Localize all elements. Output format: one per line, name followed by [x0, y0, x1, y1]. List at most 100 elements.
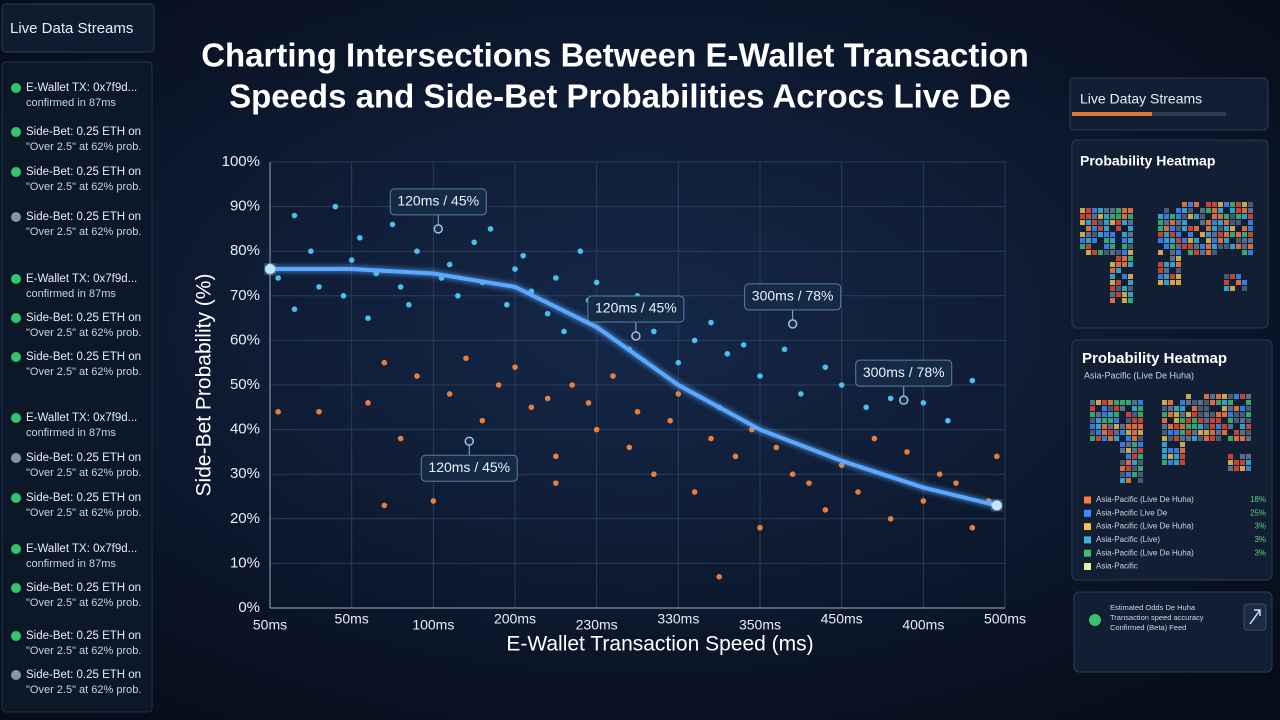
progress	[1072, 112, 1152, 116]
map-cell	[1126, 448, 1131, 453]
map-cell	[1176, 274, 1181, 279]
map-cell	[1164, 274, 1169, 279]
map-cell	[1242, 244, 1247, 249]
map-cell	[1110, 274, 1115, 279]
data-point	[610, 373, 616, 379]
data-point	[920, 400, 927, 406]
map-cell	[1162, 460, 1167, 465]
map-cell	[1236, 280, 1241, 285]
data-point	[495, 382, 502, 388]
map-cell	[1110, 292, 1115, 297]
data-point	[348, 257, 355, 263]
map-cell	[1128, 292, 1133, 297]
map-cell	[1230, 202, 1235, 207]
x-tick-label: 200ms	[494, 611, 536, 627]
map-cell	[1138, 424, 1143, 429]
stream-line: confirmed in 87ms	[26, 97, 116, 109]
map-cell	[1206, 232, 1211, 237]
y-tick-label: 60%	[230, 331, 260, 348]
data-point	[838, 382, 845, 388]
map-cell	[1128, 208, 1133, 213]
data-point	[904, 449, 910, 455]
map-cell	[1132, 412, 1137, 417]
map-cell	[1090, 430, 1095, 435]
map-cell	[1200, 208, 1205, 213]
data-point	[806, 480, 812, 486]
data-point	[651, 328, 657, 335]
map-cell	[1206, 208, 1211, 213]
map-cell	[1218, 226, 1223, 231]
y-tick-label: 30%	[230, 465, 260, 482]
map-cell	[1198, 412, 1203, 417]
map-cell	[1242, 232, 1247, 237]
map-cell	[1186, 430, 1191, 435]
callout-box	[855, 359, 953, 387]
callout-box	[587, 295, 685, 323]
map-cell	[1110, 286, 1115, 291]
map-cell	[1110, 268, 1115, 273]
map-cell	[1138, 466, 1143, 471]
map-cell	[1246, 436, 1251, 441]
legend-label: Asia-Pacific (Live)	[1096, 535, 1160, 544]
map-cell	[1216, 424, 1221, 429]
map-cell	[1090, 412, 1095, 417]
map-cell	[1092, 250, 1097, 255]
map-cell	[1116, 220, 1121, 225]
map-cell	[1212, 244, 1217, 249]
map-cell	[1128, 250, 1133, 255]
data-point	[969, 377, 976, 384]
map-cell	[1240, 454, 1245, 459]
map-cell	[1168, 400, 1173, 405]
streams-panel	[1069, 77, 1269, 131]
legend-swatch	[1084, 549, 1091, 557]
map-cell	[1126, 412, 1131, 417]
map-cell	[1194, 244, 1199, 249]
legend-swatch	[1084, 563, 1091, 570]
map-cell	[1218, 208, 1223, 213]
map-cell	[1192, 406, 1197, 411]
data-point	[708, 319, 714, 326]
data-point	[544, 310, 551, 317]
map-cell	[1192, 412, 1197, 417]
map-cell	[1242, 250, 1247, 255]
map-cell	[1096, 418, 1101, 423]
map-cell	[1224, 202, 1229, 207]
map-cell	[1114, 436, 1119, 441]
map-cell	[1104, 220, 1109, 225]
map-cell	[1240, 436, 1245, 441]
map-cell	[1176, 214, 1181, 219]
status-icon	[11, 313, 21, 323]
map-cell	[1126, 460, 1131, 465]
data-point	[724, 350, 731, 357]
map-cell	[1180, 442, 1185, 447]
map-cell	[1206, 226, 1211, 231]
y-tick-label: 10%	[230, 554, 260, 571]
map-cell	[1194, 214, 1199, 219]
map-cell	[1138, 400, 1143, 405]
map-cell	[1180, 406, 1185, 411]
map-cell	[1180, 418, 1185, 423]
map-cell	[1174, 436, 1179, 441]
map-cell	[1200, 250, 1205, 255]
data-point	[340, 293, 347, 299]
map-cell	[1104, 244, 1109, 249]
map-cell	[1164, 244, 1169, 249]
map-cell	[1194, 238, 1199, 243]
map-cell	[1248, 208, 1253, 213]
data-point	[920, 498, 927, 504]
y-tick-label: 90%	[230, 198, 260, 215]
data-point	[593, 279, 600, 286]
status-icon	[11, 583, 21, 593]
map-cell	[1210, 400, 1215, 405]
data-point	[626, 444, 633, 451]
map-cell	[1168, 448, 1173, 453]
map-cell	[1162, 418, 1167, 423]
map-cell	[1170, 238, 1175, 243]
map-cell	[1182, 208, 1187, 213]
map-cell	[1170, 226, 1175, 231]
stream-line: Side-Bet: 0.25 ETH on	[26, 669, 141, 681]
map-cell	[1242, 214, 1247, 219]
y-tick-label: 80%	[230, 242, 260, 259]
stream-line: "Over 2.5" at 62% prob.	[26, 645, 141, 657]
notice-text: Transaction speed accuracy	[1110, 613, 1204, 622]
